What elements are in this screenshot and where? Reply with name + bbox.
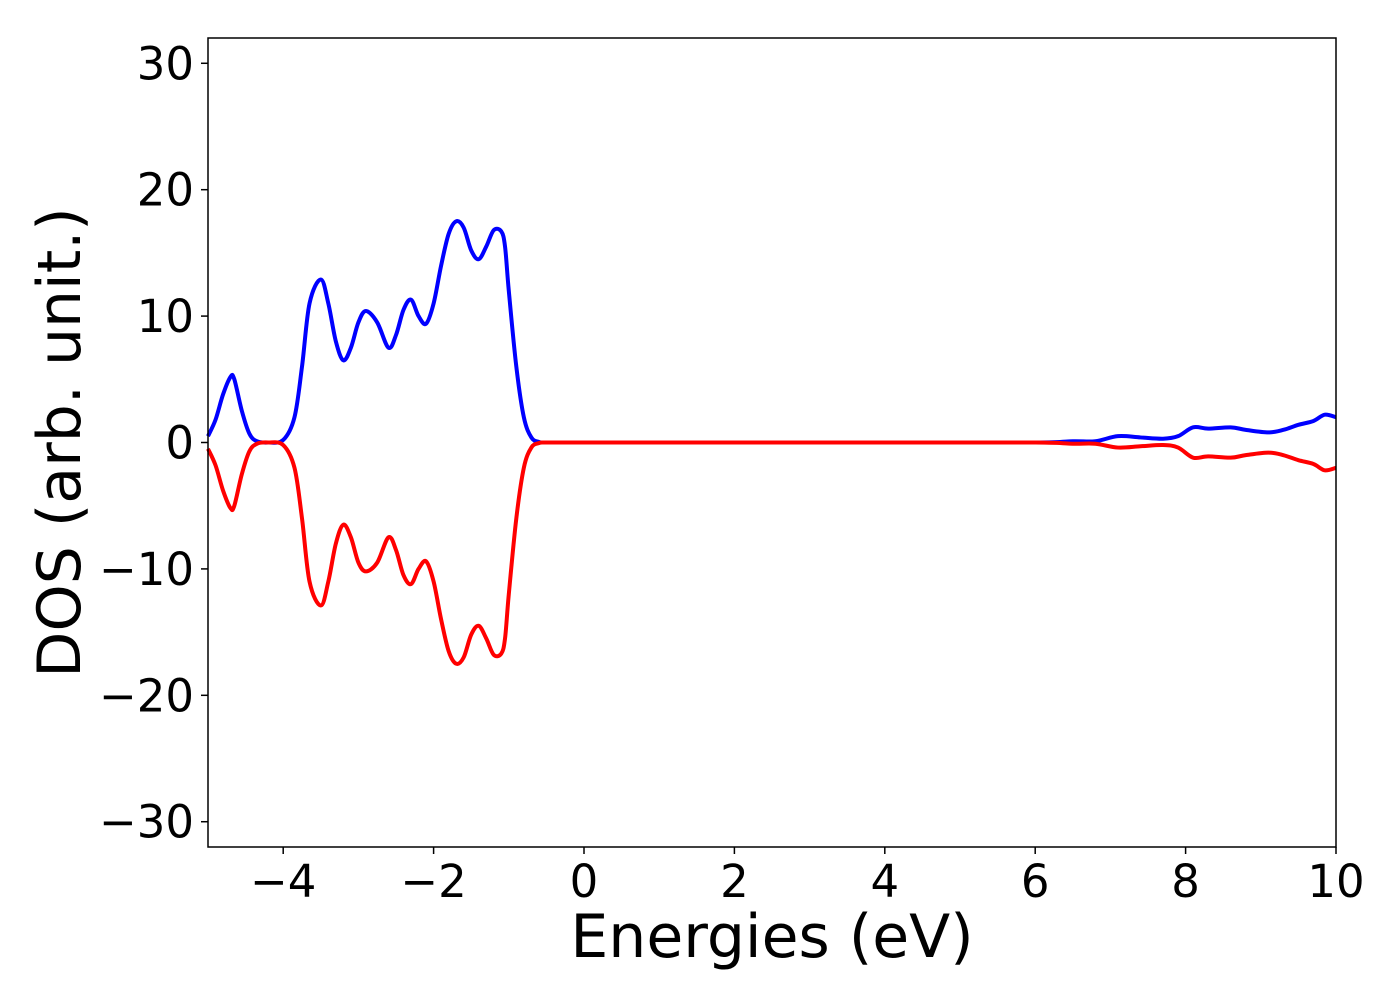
x-tick-label: 6 xyxy=(1021,855,1050,908)
x-tick-label: 0 xyxy=(570,855,599,908)
x-tick-label: 2 xyxy=(720,855,749,908)
series-layer xyxy=(206,219,1337,666)
y-tick-label: 0 xyxy=(165,417,194,470)
y-tick-label: −20 xyxy=(99,669,194,722)
y-tick-label: −10 xyxy=(99,543,194,596)
y-tick-label: 10 xyxy=(137,290,194,343)
series-line-2 xyxy=(206,440,1337,666)
x-tick-label: −2 xyxy=(400,855,466,908)
x-tick-label: 4 xyxy=(870,855,899,908)
y-tick-label: 30 xyxy=(137,37,194,90)
x-tick-label: 8 xyxy=(1171,855,1200,908)
x-axis-title: Energies (eV) xyxy=(570,902,973,972)
y-tick-label: 20 xyxy=(137,164,194,217)
x-tick-label: 10 xyxy=(1307,855,1364,908)
y-tick-label: −30 xyxy=(99,796,194,849)
x-tick-label: −4 xyxy=(250,855,316,908)
series-line-1 xyxy=(206,219,1337,445)
y-axis-title: DOS (arb. unit.) xyxy=(25,207,95,677)
